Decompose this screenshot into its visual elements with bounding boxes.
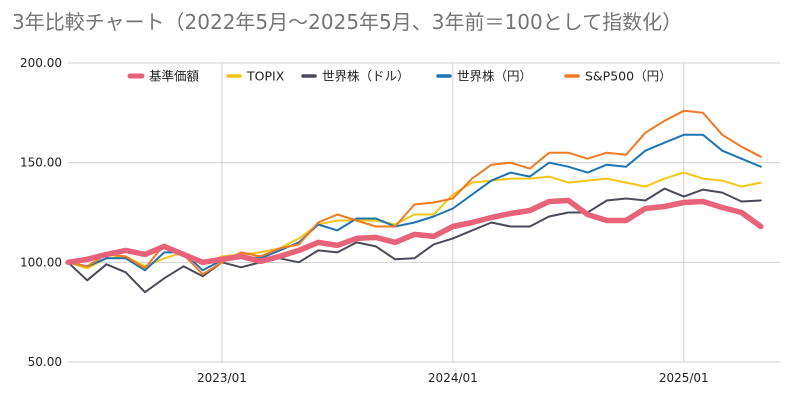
legend-label: 世界株（円） xyxy=(457,69,532,84)
legend-label: S&P500（円） xyxy=(585,69,672,84)
series-line-1 xyxy=(67,171,762,270)
series-line-2 xyxy=(67,187,762,294)
legend-label: TOPIX xyxy=(246,69,285,84)
y-tick-label: 150.00 xyxy=(20,156,62,170)
x-tick-label: 2023/01 xyxy=(197,371,247,385)
chart-title: 3年比較チャート（2022年5月〜2025年5月、3年前＝100として指数化） xyxy=(12,10,683,34)
series-line-0 xyxy=(65,197,764,266)
legend-label: 基準価額 xyxy=(149,69,200,84)
y-tick-label: 50.00 xyxy=(28,355,62,369)
y-tick-label: 100.00 xyxy=(20,255,62,269)
x-tick-label: 2025/01 xyxy=(659,371,709,385)
y-tick-label: 200.00 xyxy=(20,56,62,70)
legend-label: 世界株（ドル） xyxy=(322,69,410,84)
x-tick-label: 2024/01 xyxy=(428,371,478,385)
